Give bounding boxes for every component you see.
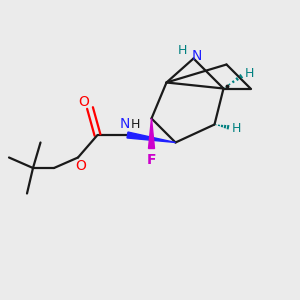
- Text: H: H: [231, 122, 241, 136]
- Text: O: O: [76, 159, 86, 173]
- Text: N: N: [191, 49, 202, 62]
- Text: H: H: [130, 118, 140, 131]
- Text: H: H: [177, 44, 187, 57]
- Text: H: H: [244, 67, 254, 80]
- Text: N: N: [120, 118, 130, 131]
- Polygon shape: [127, 132, 176, 142]
- Polygon shape: [148, 118, 154, 148]
- Text: O: O: [78, 95, 89, 109]
- Text: F: F: [147, 153, 156, 167]
